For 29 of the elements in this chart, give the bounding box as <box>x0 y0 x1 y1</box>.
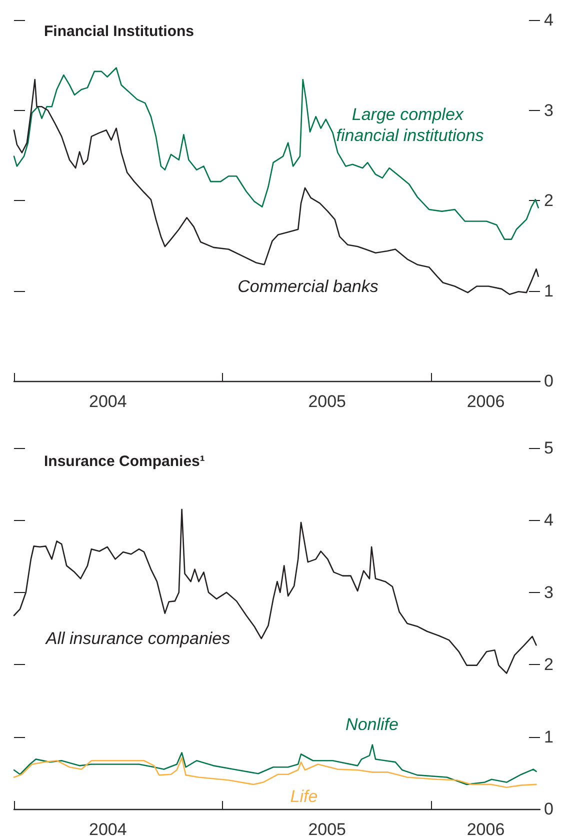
series-label: Commercial banks <box>238 277 379 296</box>
y-tick-label: 0 <box>544 800 554 818</box>
series-label: Large complex financial institutions <box>336 105 484 145</box>
y-tick-label: 0 <box>544 372 554 390</box>
x-tick-label: 2005 <box>308 392 346 411</box>
x-tick-label: 2006 <box>466 820 505 838</box>
x-tick-label: 2005 <box>308 820 346 838</box>
x-tick-label: 2006 <box>466 392 505 411</box>
y-tick-label: 1 <box>544 727 554 746</box>
y-tick-label: 3 <box>544 100 554 120</box>
y-tick-label: 2 <box>544 655 554 674</box>
line-series <box>13 757 537 788</box>
y-tick-label: 4 <box>544 510 554 530</box>
y-tick-label: 2 <box>544 191 554 210</box>
y-tick-label: 1 <box>544 281 554 300</box>
line-series <box>13 508 537 674</box>
series-label: Nonlife <box>346 715 398 734</box>
line-series <box>13 78 539 296</box>
chart-title: Financial Institutions <box>44 23 194 40</box>
y-tick-label: 4 <box>544 10 554 30</box>
series-label: All insurance companies <box>44 629 231 648</box>
x-tick-label: 2004 <box>89 820 127 838</box>
series-label: Life <box>290 787 318 806</box>
y-tick-label: 3 <box>544 582 554 602</box>
line-series <box>13 67 539 240</box>
chart-title: Insurance Companies¹ <box>44 453 205 470</box>
x-tick-label: 2004 <box>89 392 127 411</box>
y-tick-label: 5 <box>544 438 554 458</box>
line-series <box>13 744 537 786</box>
